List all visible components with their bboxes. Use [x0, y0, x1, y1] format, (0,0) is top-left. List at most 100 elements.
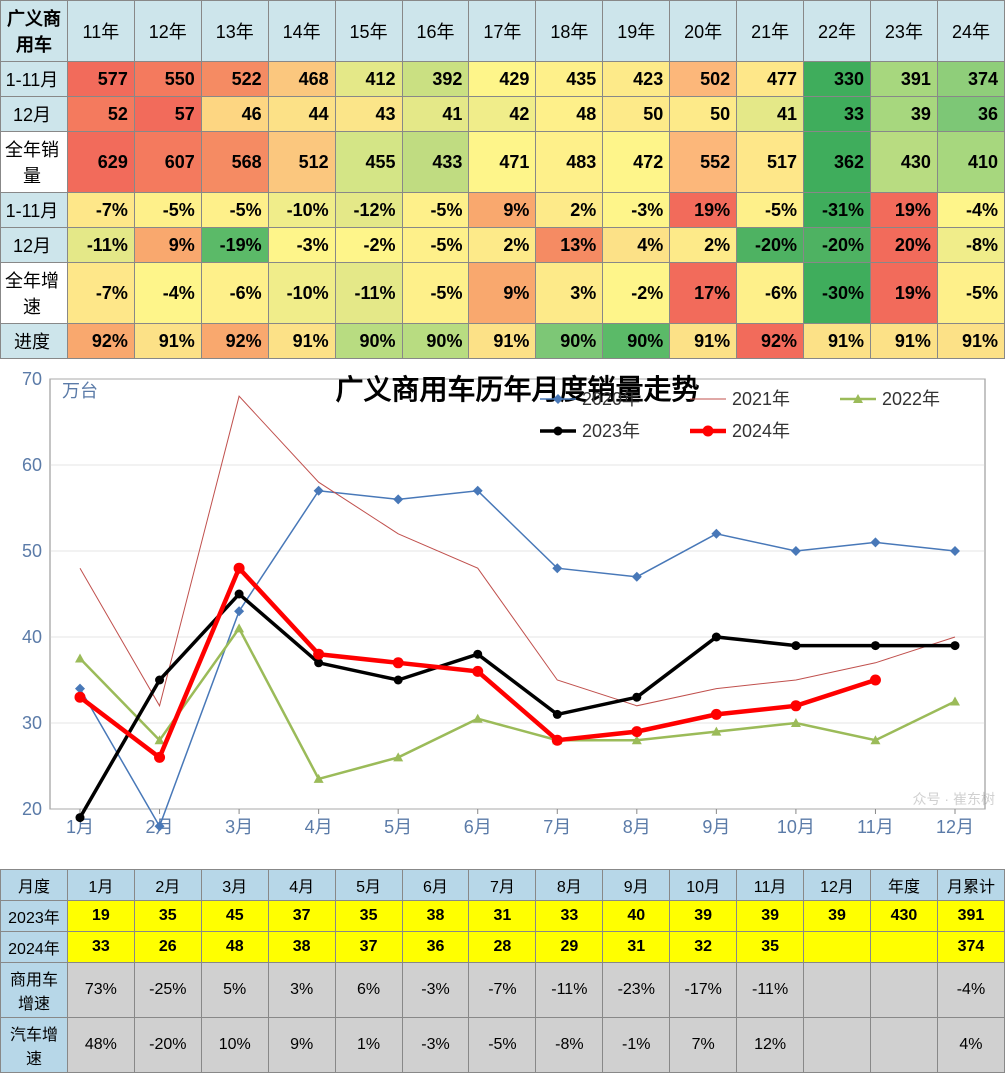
heat-cell: 550: [134, 62, 201, 97]
row-label: 12月: [1, 97, 68, 132]
heat-cell: -20%: [804, 228, 871, 263]
heat-cell: 20%: [870, 228, 937, 263]
heat-cell: 57: [134, 97, 201, 132]
heat-cell: -5%: [402, 263, 469, 324]
heat-cell: 9%: [469, 193, 536, 228]
svg-text:20: 20: [22, 799, 42, 819]
row-label: 1-11月: [1, 62, 68, 97]
heat-cell: 330: [804, 62, 871, 97]
svg-text:2020年: 2020年: [582, 389, 640, 409]
heat-cell: 9%: [134, 228, 201, 263]
col-header: 15年: [335, 1, 402, 62]
data-cell: -11%: [737, 963, 804, 1018]
heat-cell: 92%: [737, 324, 804, 359]
heat-cell: 455: [335, 132, 402, 193]
data-cell: [804, 1018, 871, 1073]
heat-cell: -8%: [937, 228, 1004, 263]
data-cell: 1%: [335, 1018, 402, 1073]
svg-text:70: 70: [22, 369, 42, 389]
data-cell: 7%: [670, 1018, 737, 1073]
heat-cell: -5%: [201, 193, 268, 228]
data-cell: 6%: [335, 963, 402, 1018]
data-cell: 35: [737, 932, 804, 963]
heat-cell: -2%: [335, 228, 402, 263]
data-cell: 39: [670, 901, 737, 932]
col-header: 2月: [134, 870, 201, 901]
col-header: 19年: [603, 1, 670, 62]
heat-cell: 629: [67, 132, 134, 193]
svg-text:12月: 12月: [936, 817, 974, 837]
heat-cell: -5%: [402, 193, 469, 228]
row-label: 12月: [1, 228, 68, 263]
heat-cell: -11%: [335, 263, 402, 324]
data-cell: -3%: [402, 963, 469, 1018]
heat-cell: 19%: [670, 193, 737, 228]
col-header: 22年: [804, 1, 871, 62]
data-cell: 48%: [67, 1018, 134, 1073]
col-header: 6月: [402, 870, 469, 901]
heat-cell: 577: [67, 62, 134, 97]
data-cell: -5%: [469, 1018, 536, 1073]
col-header: 广义商用车: [1, 1, 68, 62]
data-cell: 39: [804, 901, 871, 932]
heat-cell: -20%: [737, 228, 804, 263]
data-cell: 37: [268, 901, 335, 932]
heat-cell: 429: [469, 62, 536, 97]
heat-cell: 17%: [670, 263, 737, 324]
heat-cell: 2%: [670, 228, 737, 263]
heat-cell: -3%: [603, 193, 670, 228]
heat-cell: -4%: [937, 193, 1004, 228]
row-label: 全年增速: [1, 263, 68, 324]
heat-cell: -5%: [937, 263, 1004, 324]
data-cell: [804, 932, 871, 963]
col-header: 月度: [1, 870, 68, 901]
heat-cell: 50: [670, 97, 737, 132]
heat-cell: -12%: [335, 193, 402, 228]
row-label: 1-11月: [1, 193, 68, 228]
col-header: 月累计: [937, 870, 1004, 901]
col-header: 21年: [737, 1, 804, 62]
data-cell: 35: [335, 901, 402, 932]
data-cell: -4%: [937, 963, 1004, 1018]
svg-text:10月: 10月: [777, 817, 815, 837]
row-label: 2023年: [1, 901, 68, 932]
heat-cell: -3%: [268, 228, 335, 263]
data-cell: -8%: [536, 1018, 603, 1073]
heat-cell: 90%: [335, 324, 402, 359]
heat-cell: 44: [268, 97, 335, 132]
col-header: 12月: [804, 870, 871, 901]
heat-cell: 477: [737, 62, 804, 97]
data-cell: 12%: [737, 1018, 804, 1073]
data-cell: 4%: [937, 1018, 1004, 1073]
col-header: 13年: [201, 1, 268, 62]
heat-cell: -31%: [804, 193, 871, 228]
svg-text:30: 30: [22, 713, 42, 733]
heat-cell: 362: [804, 132, 871, 193]
col-header: 12年: [134, 1, 201, 62]
heat-cell: 36: [937, 97, 1004, 132]
svg-text:2022年: 2022年: [882, 389, 940, 409]
heat-cell: -6%: [201, 263, 268, 324]
top-heatmap-table: 广义商用车11年12年13年14年15年16年17年18年19年20年21年22…: [0, 0, 1005, 359]
heat-cell: -19%: [201, 228, 268, 263]
bottom-summary-table: 月度1月2月3月4月5月6月7月8月9月10月11月12月年度月累计2023年1…: [0, 869, 1005, 1073]
heat-cell: 483: [536, 132, 603, 193]
svg-text:9月: 9月: [702, 817, 730, 837]
svg-text:40: 40: [22, 627, 42, 647]
col-header: 23年: [870, 1, 937, 62]
heat-cell: 90%: [603, 324, 670, 359]
svg-text:7月: 7月: [543, 817, 571, 837]
data-cell: 32: [670, 932, 737, 963]
data-cell: 48: [201, 932, 268, 963]
col-header: 年度: [870, 870, 937, 901]
heat-cell: 412: [335, 62, 402, 97]
col-header: 8月: [536, 870, 603, 901]
data-cell: 36: [402, 932, 469, 963]
svg-text:50: 50: [22, 541, 42, 561]
col-header: 24年: [937, 1, 1004, 62]
data-cell: 374: [937, 932, 1004, 963]
heat-cell: 374: [937, 62, 1004, 97]
heat-cell: -5%: [737, 193, 804, 228]
col-header: 10月: [670, 870, 737, 901]
data-cell: -25%: [134, 963, 201, 1018]
